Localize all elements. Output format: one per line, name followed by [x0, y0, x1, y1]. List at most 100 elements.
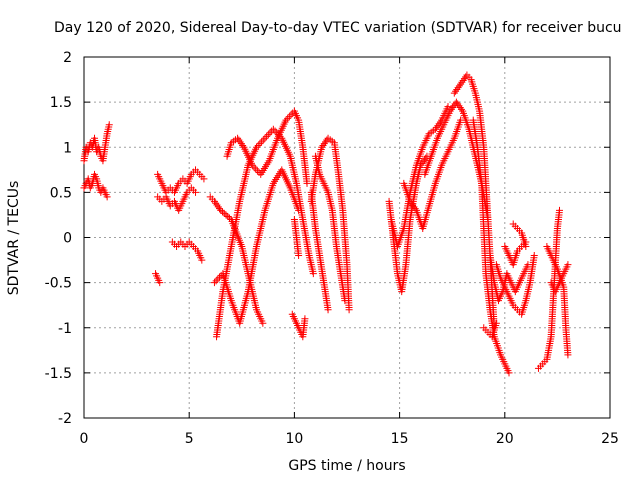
data-point-trace	[454, 100, 462, 108]
data-point	[156, 279, 164, 287]
data-point	[210, 197, 218, 205]
data-point-trace	[433, 123, 441, 131]
y-tick-label: -0.5	[45, 276, 72, 292]
data-point-trace	[287, 111, 295, 119]
data-point-trace	[212, 199, 220, 207]
data-point	[301, 315, 309, 323]
y-tick-label: 0.5	[50, 185, 72, 201]
data-point	[192, 188, 200, 196]
data-point	[450, 89, 458, 97]
data-point-trace	[459, 76, 467, 84]
x-tick-label: 20	[496, 431, 514, 447]
data-point-trace	[213, 201, 221, 209]
chart-title: Day 120 of 2020, Sidereal Day-to-day VTE…	[54, 20, 622, 36]
y-ticks: -2 -1.5 -1 -0.5 0 0.5 1 1.5 2	[45, 50, 610, 427]
data-point-trace	[455, 102, 463, 110]
data-point-trace	[219, 208, 227, 216]
data-point-trace	[214, 203, 222, 211]
data-point	[406, 197, 414, 205]
data-point-trace	[285, 113, 293, 121]
data-point	[452, 98, 460, 106]
data-point-trace	[235, 136, 243, 144]
data-point	[505, 369, 513, 377]
data-point-trace	[319, 141, 327, 149]
x-axis-label: GPS time / hours	[288, 458, 405, 474]
y-tick-label: 1.5	[50, 95, 72, 111]
data-point	[341, 297, 349, 305]
data-point	[253, 143, 261, 151]
data-point-trace	[419, 158, 427, 166]
data-point	[259, 319, 267, 327]
x-tick-label: 10	[285, 431, 303, 447]
data-point-trace	[409, 201, 417, 209]
data-point	[303, 179, 311, 187]
y-tick-label: -2	[58, 411, 72, 427]
data-point-trace	[222, 211, 230, 219]
y-tick-label: 1	[63, 140, 72, 156]
x-tick-label: 15	[391, 431, 409, 447]
data-point-trace	[239, 141, 247, 149]
data-point-trace	[259, 136, 267, 144]
data-point-trace	[256, 140, 264, 148]
data-point-trace	[215, 205, 223, 213]
data-point-trace	[254, 141, 262, 149]
data-point	[200, 175, 208, 183]
data-point-trace	[449, 104, 457, 112]
data-point-trace	[220, 209, 228, 217]
data-point-trace	[322, 138, 330, 146]
y-tick-label: 2	[63, 50, 72, 66]
data-point	[457, 80, 465, 88]
data-point-trace	[258, 138, 266, 146]
data-point-trace	[224, 212, 232, 220]
data-point-trace	[284, 114, 292, 122]
data-point	[564, 261, 572, 269]
x-tick-label: 25	[601, 431, 619, 447]
x-ticks: 0 5 10 15 20 25	[80, 57, 619, 447]
data-point-trace	[435, 120, 443, 128]
data-point	[234, 134, 242, 142]
data-point	[318, 143, 326, 151]
data-point	[198, 256, 206, 264]
x-tick-label: 0	[80, 431, 89, 447]
data-point-trace	[454, 84, 462, 92]
data-point	[492, 319, 500, 327]
data-point	[282, 116, 290, 124]
data-point-trace	[457, 105, 465, 113]
data-point-trace	[456, 104, 464, 112]
data-point	[261, 134, 269, 142]
data-point-trace	[215, 273, 223, 281]
data-point-trace	[407, 199, 415, 207]
data-point-trace	[453, 85, 461, 93]
data-point	[105, 121, 113, 129]
data-point	[269, 125, 277, 133]
data-point-trace	[264, 131, 272, 139]
y-tick-label: -1	[58, 321, 72, 337]
data-point	[522, 243, 530, 251]
data-point-trace	[320, 140, 328, 148]
data-point-trace	[420, 156, 428, 164]
data-point	[530, 252, 538, 260]
data-point-trace	[226, 214, 234, 222]
data-point	[210, 279, 218, 287]
data-point-trace	[410, 203, 418, 211]
data-point-trace	[214, 275, 222, 283]
data-point-trace	[447, 105, 455, 113]
data-point-trace	[266, 129, 274, 137]
data-point	[446, 107, 454, 115]
data-point	[564, 351, 572, 359]
data-point-trace	[250, 163, 258, 171]
data-point-trace	[252, 165, 260, 173]
data-point	[103, 193, 111, 201]
data-point	[295, 252, 303, 260]
data-point-trace	[434, 122, 442, 130]
data-points	[80, 71, 572, 377]
data-point	[431, 125, 439, 133]
data-point	[345, 306, 353, 314]
data-point-trace	[411, 205, 419, 213]
data-point-trace	[236, 138, 244, 146]
data-point-trace	[237, 140, 245, 148]
data-point-trace	[458, 78, 466, 86]
data-point-trace	[460, 75, 468, 83]
